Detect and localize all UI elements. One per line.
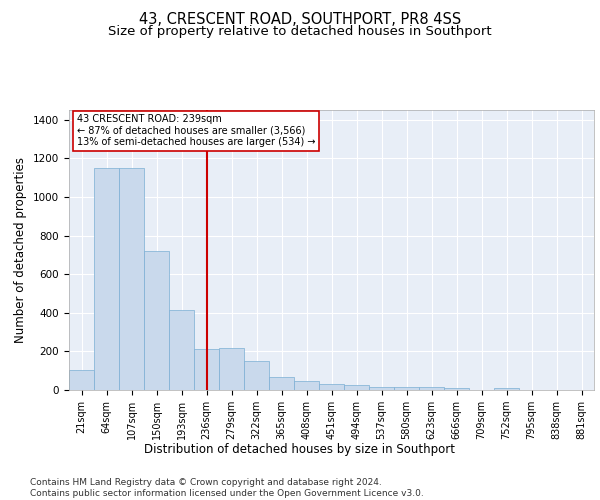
Bar [144, 251, 169, 390]
Text: Contains HM Land Registry data © Crown copyright and database right 2024.
Contai: Contains HM Land Registry data © Crown c… [30, 478, 424, 498]
Bar [269, 378, 294, 390]
Bar [419, 388, 444, 390]
Text: Distribution of detached houses by size in Southport: Distribution of detached houses by size … [145, 442, 455, 456]
Bar [69, 370, 94, 390]
Bar [244, 361, 269, 390]
Bar [369, 387, 394, 390]
Text: Size of property relative to detached houses in Southport: Size of property relative to detached ho… [108, 25, 492, 38]
Text: 43 CRESCENT ROAD: 239sqm
← 87% of detached houses are smaller (3,566)
13% of sem: 43 CRESCENT ROAD: 239sqm ← 87% of detach… [77, 114, 316, 148]
Bar [119, 168, 144, 390]
Bar [394, 388, 419, 390]
Bar [494, 388, 519, 390]
Text: 43, CRESCENT ROAD, SOUTHPORT, PR8 4SS: 43, CRESCENT ROAD, SOUTHPORT, PR8 4SS [139, 12, 461, 28]
Bar [344, 385, 369, 390]
Bar [444, 388, 469, 390]
Bar [94, 168, 119, 390]
Bar [219, 348, 244, 390]
Y-axis label: Number of detached properties: Number of detached properties [14, 157, 28, 343]
Bar [294, 382, 319, 390]
Bar [169, 310, 194, 390]
Bar [194, 350, 219, 390]
Bar [319, 384, 344, 390]
